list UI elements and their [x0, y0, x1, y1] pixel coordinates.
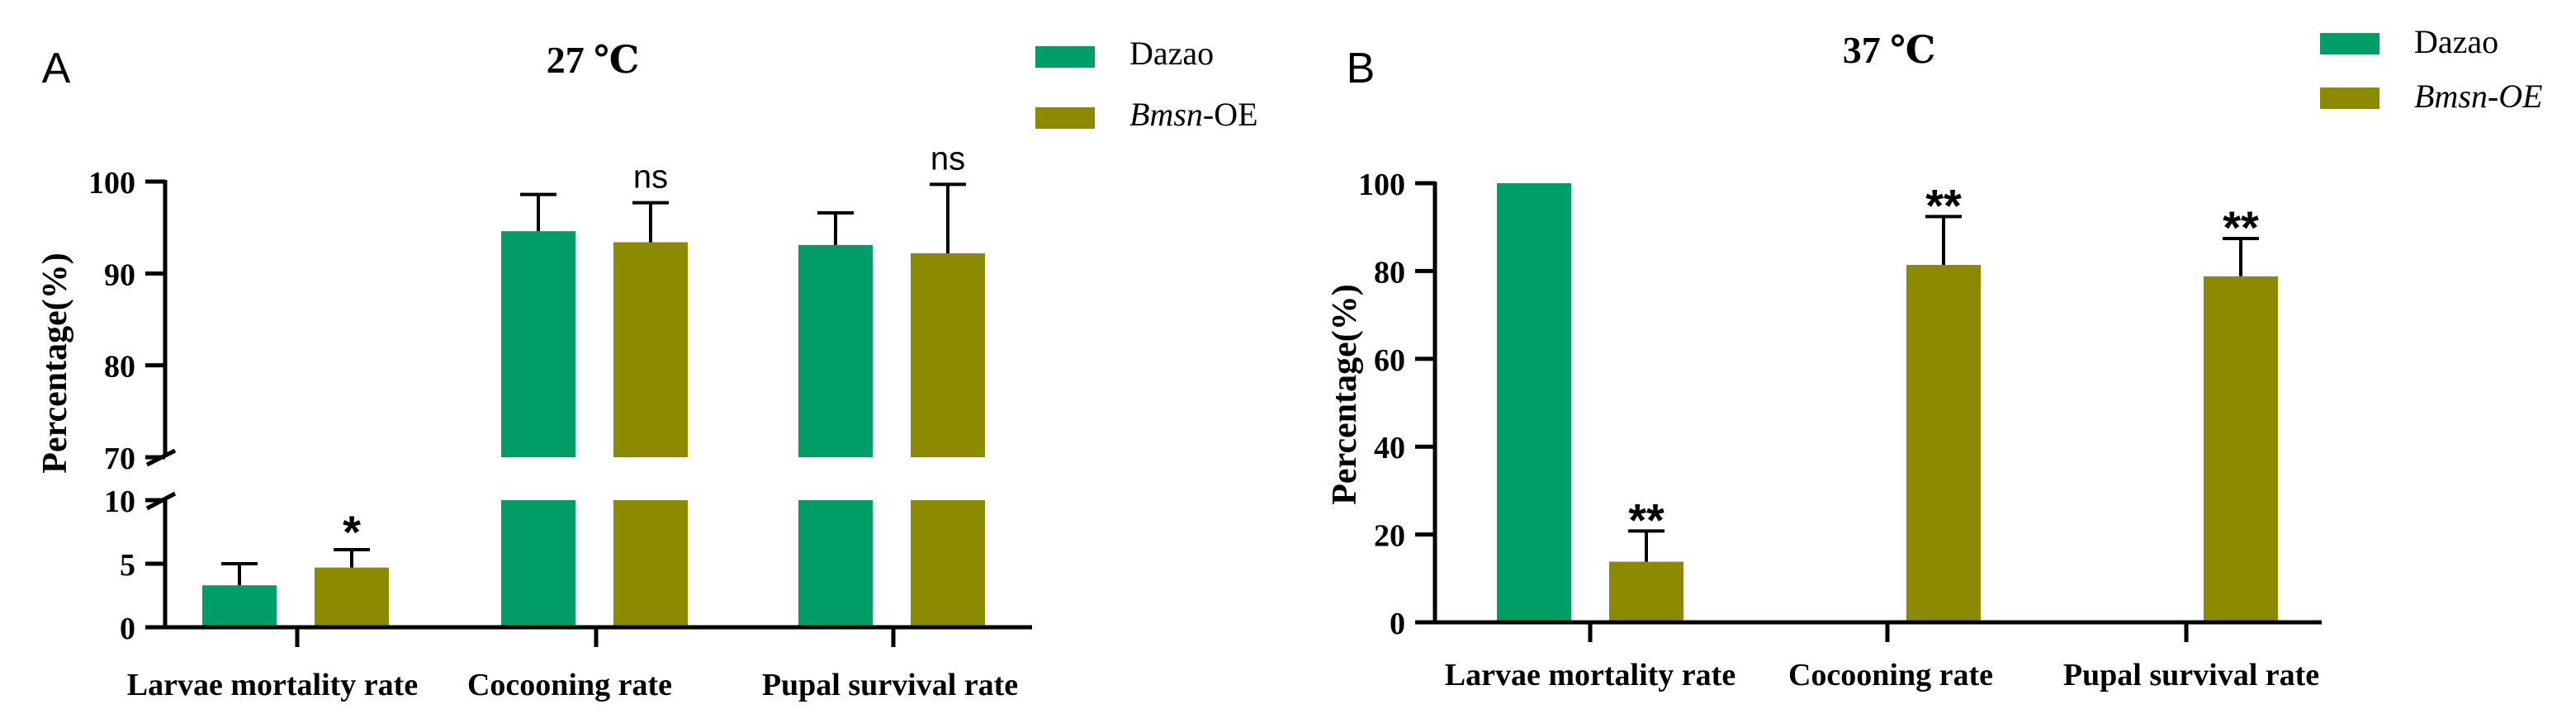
legend-label-plain-part: -OE: [1203, 96, 1258, 133]
significance-mark-a-0: *: [343, 506, 361, 558]
legend-swatch-bmsn-oe: [1035, 107, 1095, 129]
legend-label-dazao: Dazao: [1129, 35, 1214, 72]
legend-label-bmsn-oe: Bmsn-OE: [2414, 78, 2543, 115]
legend-label-plain-part: Dazao: [1129, 35, 1214, 72]
legend-swatch-bmsn-oe: [2320, 87, 2379, 109]
bar-bmsn-oe-cat0: [315, 567, 389, 627]
legend-label-dazao: Dazao: [2414, 23, 2498, 60]
x-tick-label-a-2: Pupal survival rate: [762, 668, 1018, 702]
legend-label-plain-part: Dazao: [2414, 23, 2498, 60]
bar-dazao-cat0: [202, 585, 277, 627]
panel-b: B 37 ℃ ** ** ** 0 20 40 60 80 100 Larvae mortality …: [1326, 23, 2543, 692]
legend-label-italic-part: Bmsn-OE: [2414, 78, 2543, 115]
legend-swatch-dazao: [1035, 46, 1095, 68]
y-tick-label-b: 80: [1374, 255, 1405, 290]
y-axis-label-a: Percentage(%): [36, 253, 74, 473]
chart-title-a: 27 ℃: [547, 39, 640, 81]
bar-bmsn-oe-cat0: [1609, 561, 1683, 622]
bar-lower-bmsn-oe-cat1: [613, 500, 688, 627]
bar-lower-bmsn-oe-cat2: [911, 500, 985, 627]
y-tick-label-a: 5: [120, 548, 135, 583]
legend-swatch-dazao: [2320, 33, 2379, 54]
bar-bmsn-oe-cat1: [1906, 264, 1981, 622]
bar-upper-dazao-cat1: [501, 231, 575, 457]
bar-upper-bmsn-oe-cat2: [911, 253, 985, 457]
y-tick-label-a: 0: [120, 612, 135, 646]
bar-bmsn-oe-cat2: [2204, 276, 2278, 622]
x-tick-label-a-1: Cocooning rate: [467, 668, 672, 702]
y-axis-label-b: Percentage(%): [1326, 284, 1364, 504]
bar-dazao-cat0: [1497, 183, 1571, 622]
bar-lower-dazao-cat1: [501, 500, 575, 627]
y-tick-label-b: 0: [1390, 607, 1405, 641]
significance-mark-a-2: ns: [930, 140, 965, 177]
significance-mark-a-1: ns: [633, 159, 668, 196]
bar-lower-dazao-cat2: [798, 500, 873, 627]
legend-b: Dazao Bmsn-OE: [2320, 23, 2543, 115]
legend-a: Dazao Bmsn-OE: [1035, 35, 1258, 133]
panel-a: A 27 ℃ * ns ns 0 5 10 70 80 90 100 Larvae mortality …: [36, 35, 1258, 702]
panel-label-a: A: [42, 45, 71, 92]
y-tick-label-a: 100: [88, 166, 135, 201]
y-tick-label-a: 10: [104, 484, 135, 519]
legend-label-italic-part: Bmsn: [1129, 96, 1203, 133]
significance-mark-b-2: **: [2223, 201, 2259, 253]
y-tick-label-a: 70: [104, 442, 135, 476]
y-tick-label-b: 20: [1374, 519, 1405, 554]
y-tick-label-b: 40: [1374, 431, 1405, 465]
panel-label-b: B: [1347, 45, 1376, 92]
x-tick-label-b-0: Larvae mortality rate: [1445, 658, 1735, 692]
chart-title-b: 37 ℃: [1843, 29, 1936, 71]
x-tick-label-a-0: Larvae mortality rate: [127, 668, 418, 702]
y-tick-label-b: 100: [1358, 168, 1405, 202]
y-tick-label-a: 80: [104, 350, 135, 385]
significance-mark-b-0: **: [1628, 494, 1664, 546]
bar-upper-bmsn-oe-cat1: [613, 242, 688, 457]
bar-upper-dazao-cat2: [798, 244, 873, 457]
y-tick-label-a: 90: [104, 258, 135, 292]
significance-mark-b-1: **: [1925, 179, 1962, 231]
legend-label-bmsn-oe: Bmsn-OE: [1129, 96, 1258, 133]
x-tick-label-b-1: Cocooning rate: [1788, 658, 1993, 692]
y-tick-label-b: 60: [1374, 343, 1405, 378]
x-tick-label-b-2: Pupal survival rate: [2063, 658, 2319, 692]
